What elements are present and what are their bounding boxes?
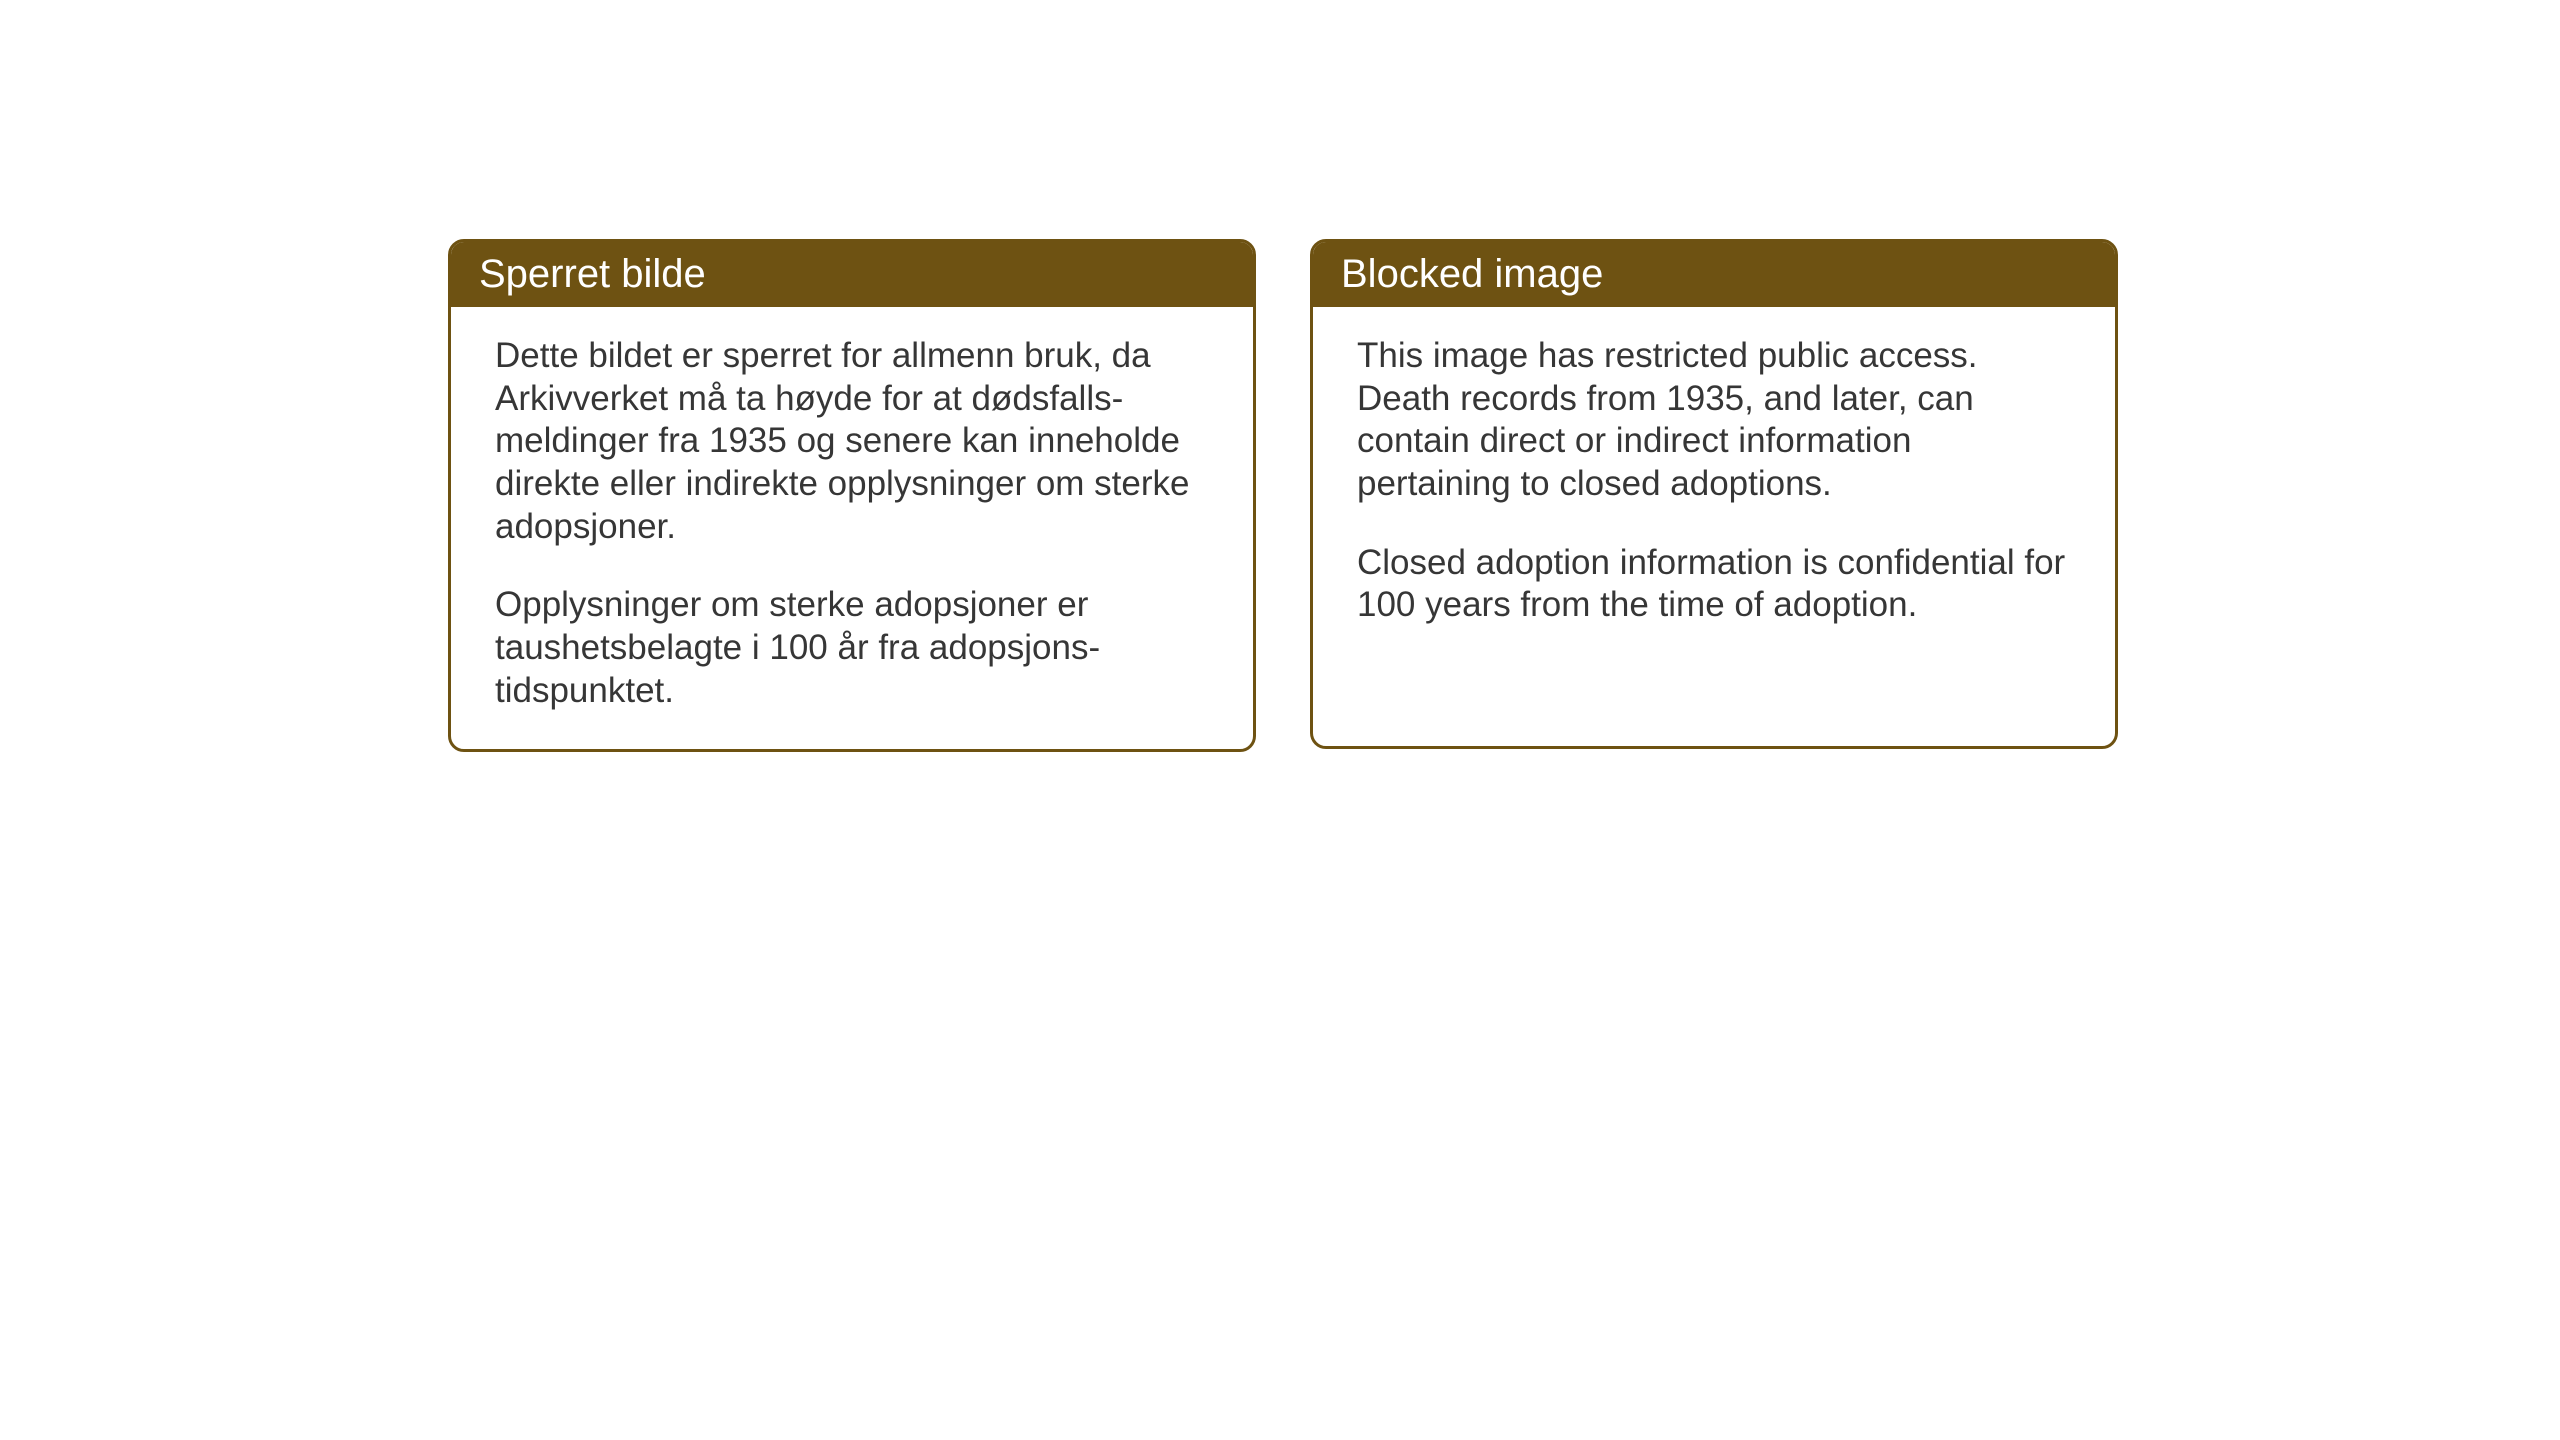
card-header-english: Blocked image: [1313, 242, 2115, 307]
notice-cards-container: Sperret bilde Dette bildet er sperret fo…: [448, 239, 2118, 752]
card-paragraph-2-norwegian: Opplysninger om sterke adopsjoner er tau…: [495, 584, 1209, 712]
card-title-norwegian: Sperret bilde: [479, 252, 706, 296]
card-title-english: Blocked image: [1341, 252, 1603, 296]
card-header-norwegian: Sperret bilde: [451, 242, 1253, 307]
notice-card-english: Blocked image This image has restricted …: [1310, 239, 2118, 749]
card-paragraph-1-english: This image has restricted public access.…: [1357, 335, 2071, 506]
card-body-norwegian: Dette bildet er sperret for allmenn bruk…: [451, 307, 1253, 749]
card-paragraph-1-norwegian: Dette bildet er sperret for allmenn bruk…: [495, 335, 1209, 548]
notice-card-norwegian: Sperret bilde Dette bildet er sperret fo…: [448, 239, 1256, 752]
card-paragraph-2-english: Closed adoption information is confident…: [1357, 542, 2071, 627]
card-body-english: This image has restricted public access.…: [1313, 307, 2115, 663]
